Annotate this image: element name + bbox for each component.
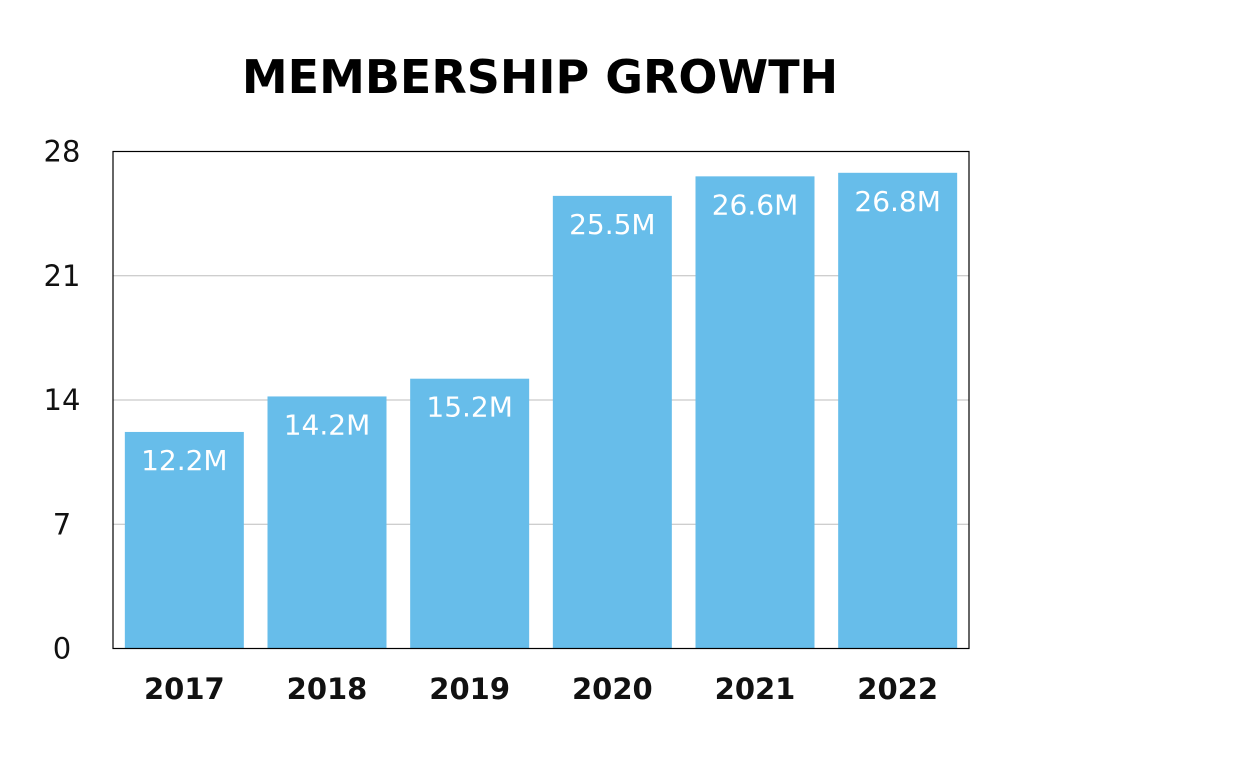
bar-2021 (695, 176, 815, 649)
bar-2017 (124, 431, 244, 649)
bar-value-labels: 12.2M 14.2M 15.2M 25.5M 26.6M 26.8M (141, 185, 941, 477)
bar-2020 (552, 195, 672, 649)
plot-area-frame (112, 150, 970, 650)
bar-2019 (410, 378, 530, 649)
bar-value-label: 15.2M (426, 391, 513, 424)
x-axis: 2017 2018 2019 2020 2021 2022 (144, 672, 938, 706)
y-tick-label: 21 (44, 259, 81, 293)
chart-title: MEMBERSHIP GROWTH (242, 50, 838, 104)
y-axis: 0 7 14 21 28 (44, 135, 81, 666)
x-tick-label: 2022 (857, 672, 938, 706)
x-tick-label: 2021 (715, 672, 796, 706)
bar-value-label: 26.6M (712, 188, 799, 221)
bar-value-label: 25.5M (569, 208, 656, 241)
bar-value-label: 12.2M (141, 444, 228, 477)
bar-value-label: 14.2M (284, 408, 371, 441)
y-tick-label: 7 (53, 507, 71, 541)
gridlines (113, 275, 969, 525)
y-tick-label: 0 (53, 632, 71, 666)
y-tick-label: 28 (44, 135, 81, 169)
x-tick-label: 2017 (144, 672, 225, 706)
y-tick-label: 14 (44, 383, 81, 417)
bar-value-label: 26.8M (854, 185, 941, 218)
x-tick-label: 2020 (572, 672, 653, 706)
bars (124, 172, 958, 649)
bar-2018 (267, 396, 387, 649)
x-tick-label: 2019 (429, 672, 510, 706)
bar-2022 (838, 172, 958, 649)
x-tick-label: 2018 (287, 672, 368, 706)
